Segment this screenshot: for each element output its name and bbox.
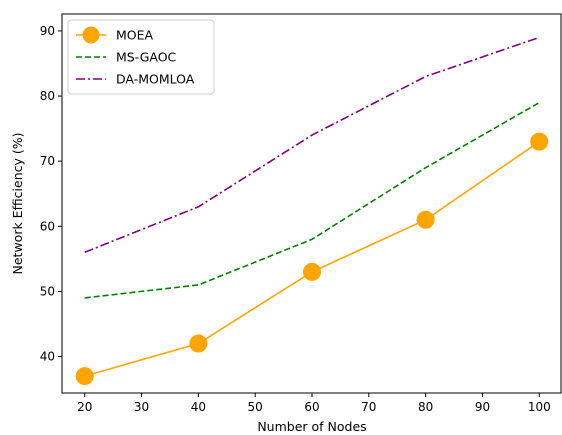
y-tick-label: 60 xyxy=(40,219,55,233)
legend-swatch-marker xyxy=(82,26,100,44)
data-point xyxy=(189,334,208,353)
x-tick-label: 20 xyxy=(77,400,92,414)
x-tick-label: 40 xyxy=(191,400,206,414)
legend-label: MOEA xyxy=(116,28,154,43)
axes-layer: 20 30 40 50 60 70 80 90 100 40 50 60 70 80 90 xyxy=(40,13,562,414)
data-point xyxy=(416,210,435,229)
legend-label: DA-MOMLOA xyxy=(116,72,195,87)
data-point xyxy=(75,367,94,386)
series-layer xyxy=(75,36,549,386)
data-point xyxy=(530,132,549,151)
y-tick-label: 90 xyxy=(40,24,55,38)
series-line-0 xyxy=(84,140,540,377)
y-axis-title: Network Efficiency (%) xyxy=(10,133,25,275)
x-tick-label: 30 xyxy=(134,400,149,414)
legend-box xyxy=(67,19,215,95)
y-tick-label: 40 xyxy=(40,350,55,364)
y-tick-label: 70 xyxy=(40,154,55,168)
x-tick-label: 100 xyxy=(528,400,551,414)
series-line-1 xyxy=(84,101,540,299)
y-tick-label: 80 xyxy=(40,89,55,103)
data-point xyxy=(303,262,321,281)
series-line-2 xyxy=(84,36,540,254)
x-tick-label: 50 xyxy=(248,400,263,414)
x-tick-label: 60 xyxy=(304,400,319,414)
x-axis-title: Number of Nodes xyxy=(257,419,366,434)
y-tick-label: 50 xyxy=(40,284,55,298)
x-tick-label: 80 xyxy=(418,400,433,414)
x-tick-label: 70 xyxy=(361,400,376,414)
x-tick-label: 90 xyxy=(475,400,490,414)
legend: MOEA MS-GAOC DA-MOMLOA xyxy=(67,19,215,95)
legend-label: MS-GAOC xyxy=(116,50,177,65)
